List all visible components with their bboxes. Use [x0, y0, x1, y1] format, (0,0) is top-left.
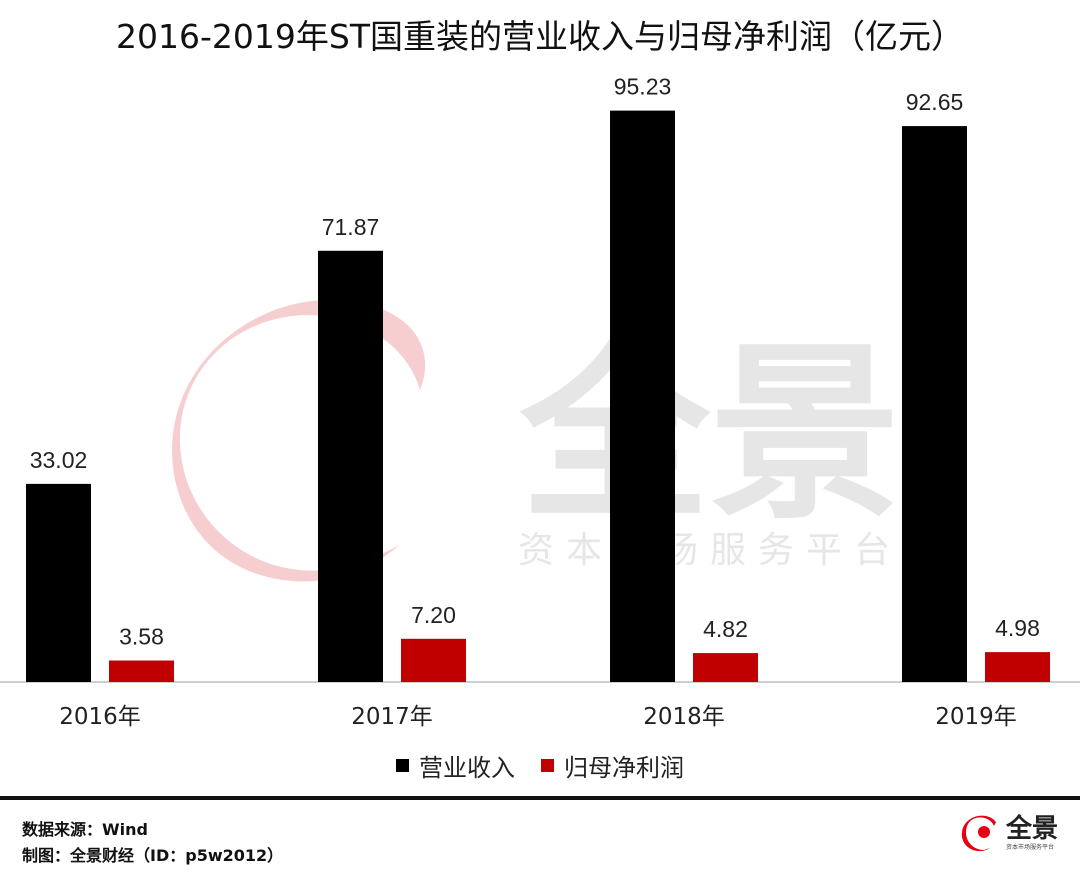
data-label: 4.98 — [995, 615, 1040, 641]
credit-note: 制图：全景财经（ID：p5w2012） — [22, 846, 284, 865]
legend-swatch — [396, 759, 409, 772]
legend-item-revenue: 营业收入 — [396, 748, 515, 783]
data-label: 95.23 — [614, 74, 672, 100]
bar-revenue — [26, 483, 91, 682]
data-label: 33.02 — [30, 447, 88, 473]
watermark-tagline: 资本市场服务平台 — [518, 530, 902, 571]
chart-title: 2016-2019年ST国重装的营业收入与归母净利润（亿元） — [116, 17, 964, 56]
x-tick-label: 2017年 — [351, 704, 433, 730]
brand-logo: 全景 资本市场服务平台 — [960, 810, 1058, 856]
data-label: 3.58 — [119, 624, 164, 650]
x-tick-label: 2018年 — [643, 704, 725, 730]
bar-net-profit — [693, 653, 758, 682]
data-label: 4.82 — [703, 616, 748, 642]
legend-item-net-profit: 归母净利润 — [541, 748, 684, 783]
bar-revenue — [318, 250, 383, 682]
bar-revenue — [902, 126, 967, 683]
data-label: 92.65 — [906, 89, 964, 115]
x-tick-label: 2019年 — [935, 704, 1017, 730]
logo-text: 全景 — [1005, 813, 1058, 844]
footer-divider — [0, 796, 1080, 800]
x-tick-label: 2016年 — [59, 704, 141, 730]
bar-revenue — [610, 110, 675, 683]
data-label: 7.20 — [411, 602, 456, 628]
bar-net-profit — [985, 652, 1050, 682]
data-label: 71.87 — [322, 214, 380, 240]
bar-net-profit — [109, 660, 174, 682]
legend-swatch — [541, 759, 554, 772]
source-note: 数据来源：Wind — [22, 820, 148, 839]
logo-swirl-icon — [961, 815, 996, 852]
legend-label: 归母净利润 — [564, 754, 684, 782]
legend-label: 营业收入 — [419, 754, 515, 782]
logo-tagline: 资本市场服务平台 — [1005, 843, 1054, 851]
bar-net-profit — [401, 638, 466, 682]
watermark-swirl — [172, 300, 426, 582]
legend: 营业收入 归母净利润 — [0, 748, 1080, 783]
watermark-brand: 全景 — [519, 324, 900, 545]
